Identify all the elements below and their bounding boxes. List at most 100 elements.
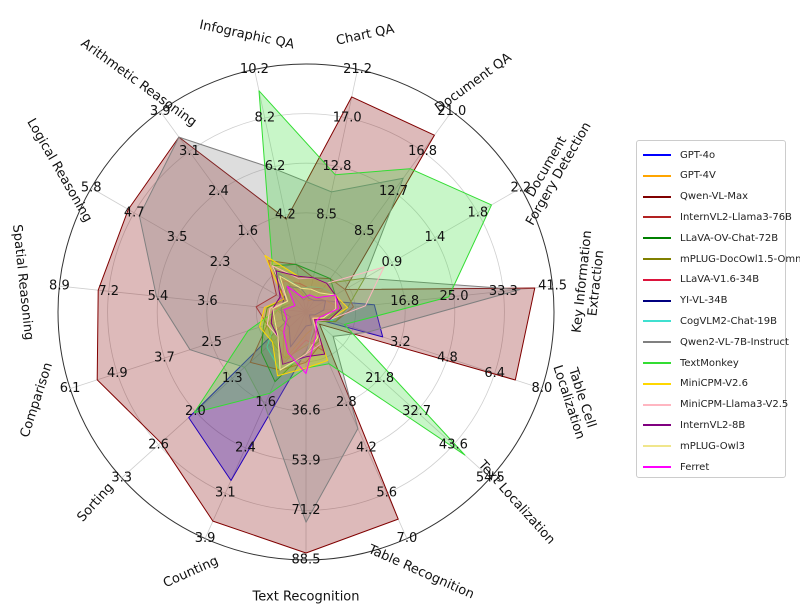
legend-label: GPT-4V xyxy=(680,170,716,182)
legend-item: GPT-4o xyxy=(643,147,715,163)
axis-label: Text Recognition xyxy=(252,590,360,605)
tick-label: 1.4 xyxy=(425,230,446,245)
tick-label: 10.2 xyxy=(240,62,269,77)
axis-label: Spatial Reasoning xyxy=(9,224,36,341)
tick-label: 21.2 xyxy=(343,62,372,77)
tick-label: 21.8 xyxy=(365,371,394,386)
axis-label: Arithmetic Reasoning xyxy=(78,36,200,130)
tick-label: 3.2 xyxy=(390,335,411,350)
tick-label: 4.7 xyxy=(124,205,145,220)
legend-label: mPLUG-DocOwl1.5-Omni xyxy=(680,253,800,265)
axis-label: Logical Reasoning xyxy=(23,116,95,225)
series-polygon-textmonkey xyxy=(193,90,492,456)
legend-swatch xyxy=(643,362,671,364)
tick-label: 4.2 xyxy=(356,440,377,455)
legend-label: Qwen2-VL-7B-Instruct xyxy=(680,336,789,348)
legend-swatch xyxy=(643,341,671,344)
tick-label: 16.8 xyxy=(390,294,419,309)
legend-item: InternVL2-8B xyxy=(643,417,745,433)
legend-item: Qwen-VL-Max xyxy=(643,189,748,205)
legend-item: GPT-4V xyxy=(643,168,716,184)
tick-label: 5.8 xyxy=(81,181,102,196)
radar-spoke xyxy=(159,111,307,313)
radar-spoke xyxy=(305,311,491,479)
legend-item: LLaVA-V1.6-34B xyxy=(643,272,759,288)
axis-label: DocumentForgery Detection xyxy=(511,113,594,229)
legend-label: MiniCPM-V2.6 xyxy=(680,378,748,390)
legend-item: CogVLM2-Chat-19B xyxy=(643,313,777,329)
legend-label: MiniCPM-Llama3-V2.5 xyxy=(680,399,789,411)
axis-label: Counting xyxy=(161,554,221,592)
legend-swatch xyxy=(643,258,671,260)
tick-label: 1.6 xyxy=(255,395,276,410)
tick-label: 3.1 xyxy=(179,144,200,159)
tick-label: 41.5 xyxy=(538,279,567,294)
tick-label: 3.3 xyxy=(111,470,132,485)
legend-label: LLaVA-OV-Chat-72B xyxy=(680,232,779,244)
radar-spoke xyxy=(204,311,307,539)
tick-label: 32.7 xyxy=(402,404,431,419)
legend-swatch xyxy=(643,299,671,302)
tick-label: 54.5 xyxy=(476,470,505,485)
tick-label: 0.9 xyxy=(382,255,403,270)
tick-label: 2.4 xyxy=(235,440,256,455)
legend-swatch xyxy=(643,154,671,156)
legend-label: Ferret xyxy=(680,461,710,473)
tick-label: 5.4 xyxy=(148,289,169,304)
tick-label: 12.7 xyxy=(379,184,408,199)
tick-label: 2.0 xyxy=(185,404,206,419)
tick-label: 3.9 xyxy=(195,531,216,546)
tick-label: 6.4 xyxy=(484,366,505,381)
legend-label: InternVL2-8B xyxy=(680,419,746,431)
legend-swatch xyxy=(643,445,671,448)
tick-label: 1.6 xyxy=(237,224,258,239)
axis-label: Table CellLocalization xyxy=(549,359,600,441)
tick-label: 53.9 xyxy=(292,453,321,468)
legend-label: LLaVA-V1.6-34B xyxy=(680,274,760,286)
series-polygon-internvl2-8b xyxy=(270,270,343,365)
tick-label: 88.5 xyxy=(292,553,321,568)
tick-label: 33.3 xyxy=(489,284,518,299)
legend-label: TextMonkey xyxy=(680,357,739,369)
tick-label: 4.8 xyxy=(437,351,458,366)
tick-label: 2.2 xyxy=(510,181,531,196)
radar-grid xyxy=(57,63,555,561)
legend-label: Qwen-VL-Max xyxy=(680,191,749,203)
radar-tick-labels: 36.6 53.9 71.2 88.5 1.6 2.4 3.1 3.9 1.3 2.0 2.6 3.3… xyxy=(49,62,567,568)
series-polygon-ferret xyxy=(283,285,340,375)
tick-label: 71.2 xyxy=(292,503,321,518)
legend-swatch xyxy=(643,278,671,281)
radar-series xyxy=(96,90,536,554)
legend-label: CogVLM2-Chat-19B xyxy=(680,315,778,327)
axis-label: Document QA xyxy=(432,50,514,115)
tick-label: 3.5 xyxy=(167,230,188,245)
axis-label: Table Recognition xyxy=(365,542,476,603)
legend-item: LLaVA-OV-Chat-72B xyxy=(643,230,778,246)
axis-label: Comparison xyxy=(18,361,56,440)
tick-label: 2.3 xyxy=(210,255,231,270)
axis-label: Key InformationExtraction xyxy=(570,230,610,335)
tick-label: 3.6 xyxy=(197,294,218,309)
legend-item: MiniCPM-Llama3-V2.5 xyxy=(643,397,788,413)
legend-item: Ferret xyxy=(643,459,709,475)
tick-label: 5.6 xyxy=(376,486,397,501)
legend-item: mPLUG-Owl3 xyxy=(643,438,745,454)
series-polygon-qwen2-vl-7b-instruct xyxy=(138,136,521,523)
tick-label: 36.6 xyxy=(292,404,321,419)
tick-label: 1.8 xyxy=(467,205,488,220)
tick-label: 17.0 xyxy=(333,110,362,125)
tick-label: 8.2 xyxy=(254,110,275,125)
radar-spoke xyxy=(121,311,307,479)
tick-label: 1.3 xyxy=(222,371,243,386)
tick-label: 8.9 xyxy=(49,279,70,294)
tick-label: 2.5 xyxy=(201,335,222,350)
axis-label: Text Localization xyxy=(474,457,558,548)
radar-chart: 36.6 53.9 71.2 88.5 1.6 2.4 3.1 3.9 1.3 2.0 2.6 3.3… xyxy=(9,18,610,605)
tick-label: 2.6 xyxy=(148,437,169,452)
tick-label: 12.8 xyxy=(322,159,351,174)
tick-label: 6.1 xyxy=(60,381,81,396)
radar-spoke xyxy=(91,187,307,313)
legend-swatch xyxy=(643,424,671,427)
legend-label: InternVL2-Llama3-76B xyxy=(680,211,792,223)
legend-item: YI-VL-34B xyxy=(643,293,728,309)
